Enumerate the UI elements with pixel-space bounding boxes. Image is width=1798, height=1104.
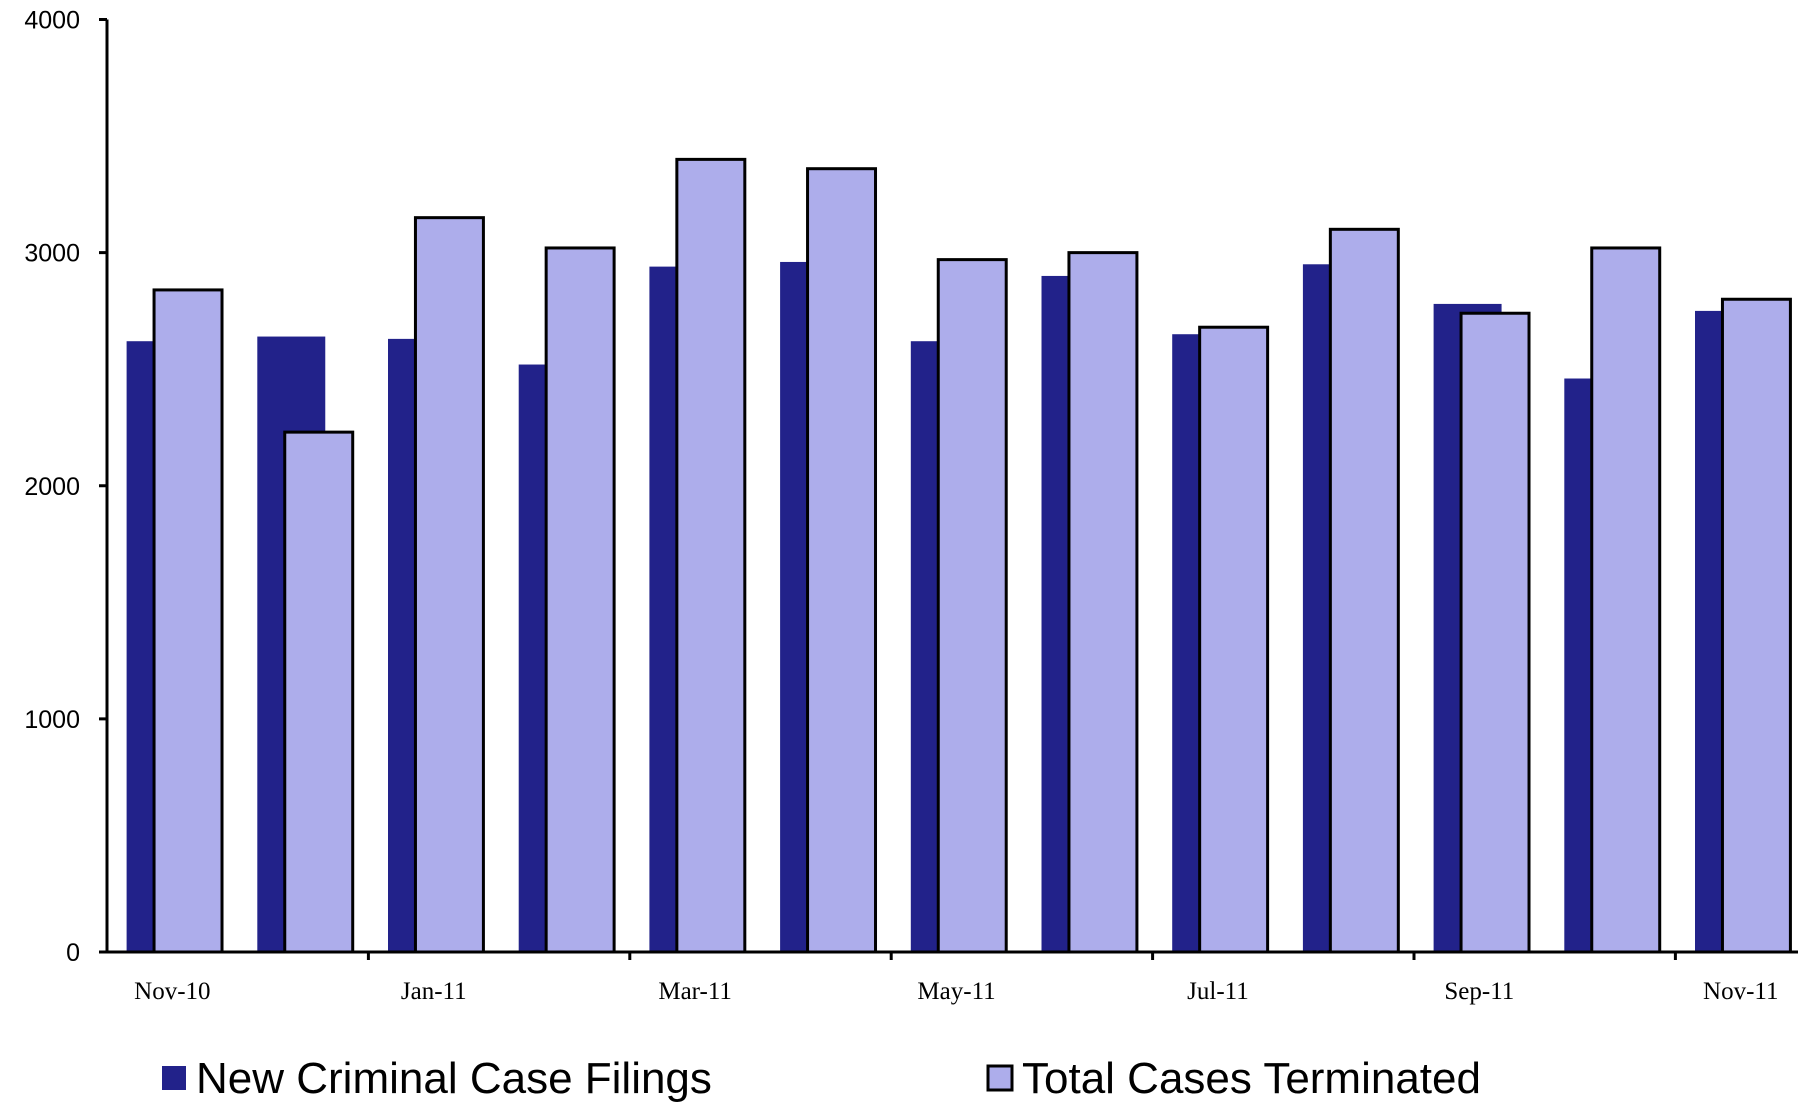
y-tick-label: 0 <box>66 939 80 967</box>
y-tick-label: 2000 <box>24 473 80 501</box>
x-tick-label: Mar-11 <box>658 978 732 1005</box>
bar <box>544 246 616 954</box>
x-tick-label: Nov-10 <box>134 978 210 1005</box>
bar <box>152 288 224 954</box>
legend-label: Total Cases Terminated <box>1022 1054 1481 1103</box>
bar <box>1590 246 1662 954</box>
y-tick-label: 4000 <box>24 7 80 35</box>
legend-swatch <box>162 1066 186 1090</box>
y-tick-label: 1000 <box>24 706 80 734</box>
x-tick-label: Nov-11 <box>1703 978 1778 1005</box>
bar <box>1328 227 1400 954</box>
x-tick-label: May-11 <box>917 978 995 1005</box>
x-tick-label: Sep-11 <box>1444 978 1514 1005</box>
bar <box>1720 297 1792 954</box>
bar <box>936 258 1008 954</box>
bar <box>675 157 747 954</box>
bar <box>1067 251 1139 954</box>
y-tick-label: 3000 <box>24 240 80 268</box>
x-tick-label: Jan-11 <box>401 978 467 1005</box>
x-tick-label: Jul-11 <box>1187 978 1249 1005</box>
bar <box>413 216 485 954</box>
bar <box>1198 325 1270 954</box>
legend-swatch <box>986 1064 1014 1092</box>
bar <box>1459 311 1531 954</box>
bar <box>283 430 355 954</box>
bar <box>806 167 878 954</box>
legend-label: New Criminal Case Filings <box>196 1054 712 1103</box>
